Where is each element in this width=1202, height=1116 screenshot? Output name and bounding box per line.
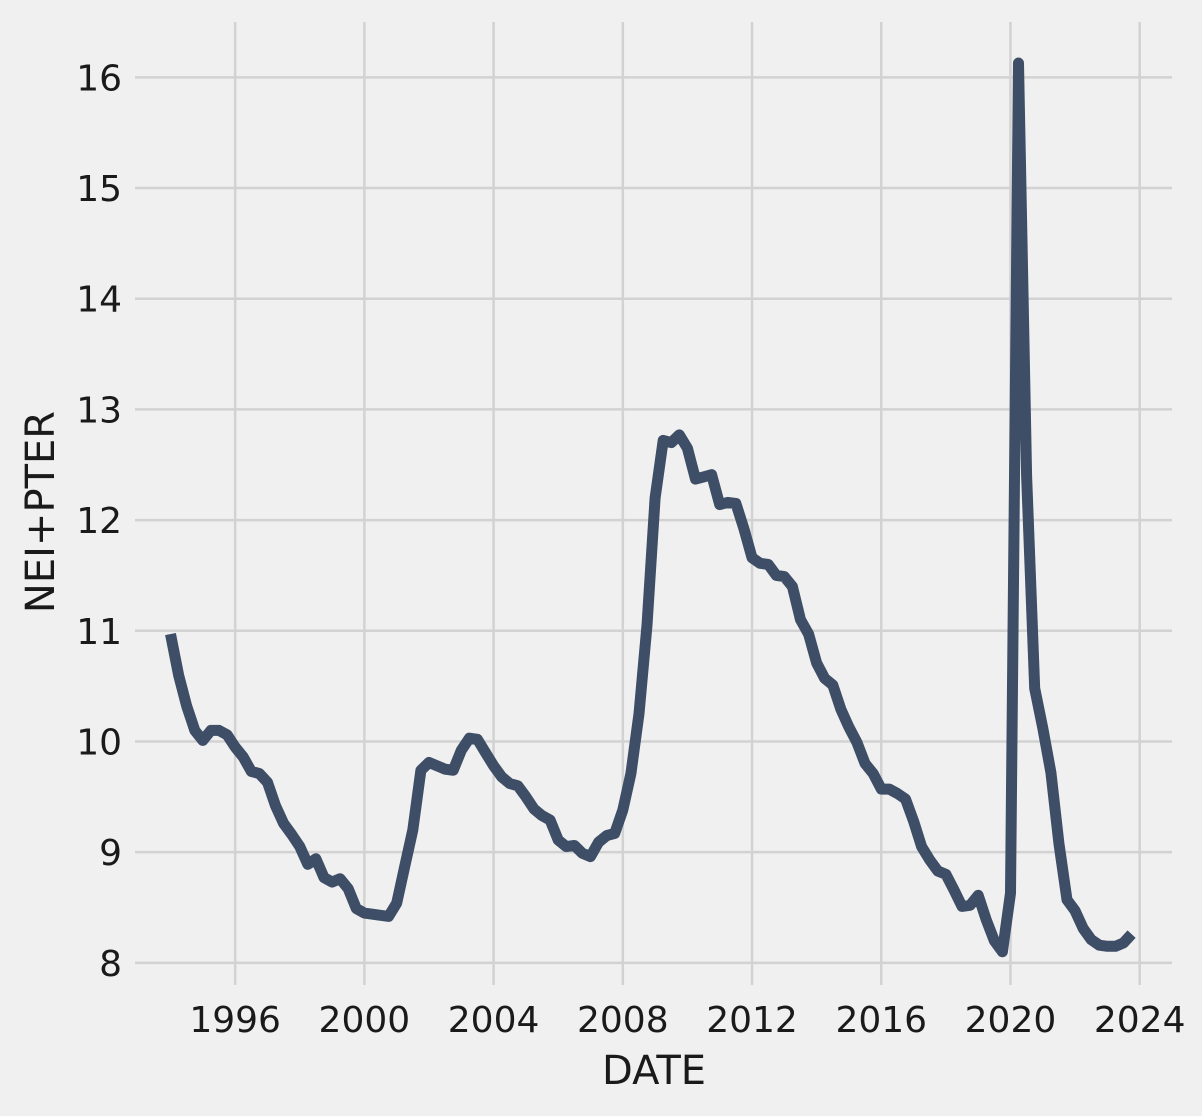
x-tick-label: 2012 bbox=[706, 1000, 798, 1041]
x-tick-label: 2008 bbox=[577, 1000, 669, 1041]
x-axis-label: DATE bbox=[602, 1048, 706, 1094]
y-tick-label: 10 bbox=[76, 722, 122, 763]
x-tick-labels: 1996 2000 2004 2008 2012 2016 2020 2024 bbox=[189, 1000, 1185, 1041]
y-tick-label: 13 bbox=[76, 390, 122, 431]
y-tick-label: 11 bbox=[76, 612, 122, 653]
series-line bbox=[165, 57, 1136, 958]
y-tick-labels: 8 9 10 11 12 13 14 15 16 bbox=[76, 58, 122, 985]
x-tick-label: 2024 bbox=[1094, 1000, 1186, 1041]
y-gridlines bbox=[135, 76, 1172, 965]
x-tick-label: 2004 bbox=[448, 1000, 540, 1041]
x-tick-label: 2016 bbox=[835, 1000, 927, 1041]
y-tick-label: 8 bbox=[99, 944, 122, 985]
y-tick-label: 16 bbox=[76, 58, 122, 99]
y-tick-label: 12 bbox=[76, 501, 122, 542]
y-axis-label: NEI+PTER bbox=[18, 411, 64, 613]
x-tick-label: 2020 bbox=[965, 1000, 1057, 1041]
x-tick-label: 2000 bbox=[319, 1000, 411, 1041]
y-tick-label: 14 bbox=[76, 280, 122, 321]
x-tick-label: 1996 bbox=[189, 1000, 281, 1041]
y-tick-label: 15 bbox=[76, 169, 122, 210]
y-tick-label: 9 bbox=[99, 833, 122, 874]
